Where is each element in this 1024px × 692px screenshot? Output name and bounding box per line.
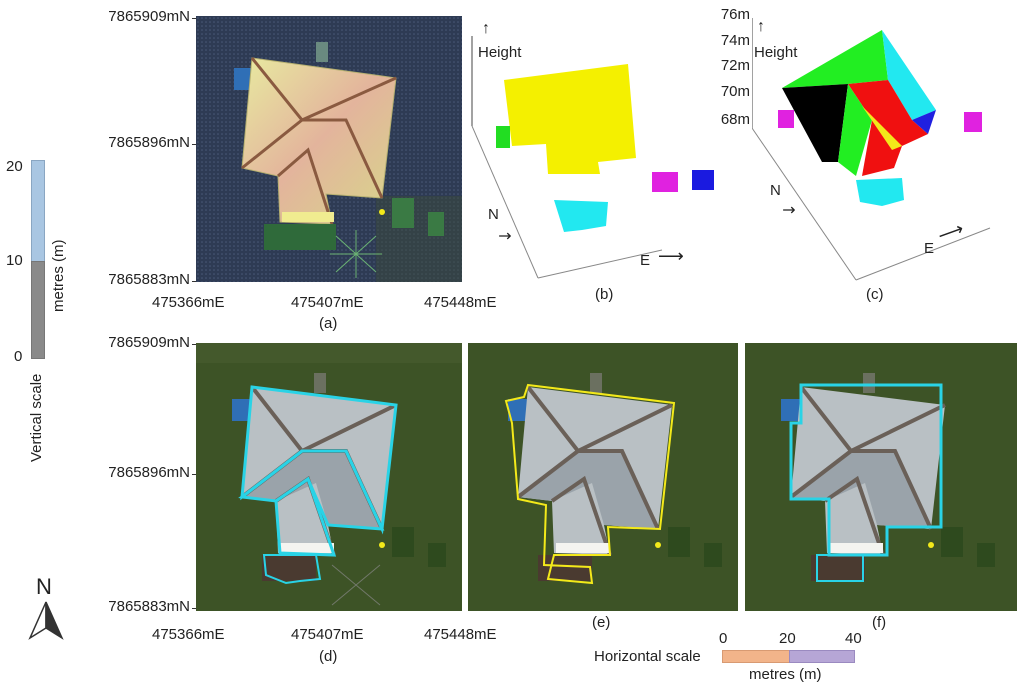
panel-c-tick-74: 74m bbox=[720, 32, 750, 49]
y-label-bottom-3: 7865883mN bbox=[108, 598, 190, 615]
horizontal-scale-tick-20: 20 bbox=[779, 630, 796, 647]
panel-label-c: (c) bbox=[866, 286, 884, 303]
panel-label-f: (f) bbox=[872, 614, 887, 631]
x-label-top-2: 475407mE bbox=[291, 294, 364, 311]
y-tick bbox=[192, 18, 197, 19]
panel-label-b: (b) bbox=[595, 286, 614, 303]
y-tick bbox=[192, 608, 197, 609]
y-label-top-1: 7865909mN bbox=[108, 8, 190, 25]
panel-c-north-label: N bbox=[770, 182, 781, 199]
panel-c-height-label: Height bbox=[754, 44, 798, 61]
y-tick bbox=[192, 344, 197, 345]
panel-c-height-arrow-icon: ↑ bbox=[757, 18, 765, 35]
panel-c-tick-70: 70m bbox=[720, 83, 750, 100]
vertical-scale-title: Vertical scale bbox=[28, 373, 45, 462]
panel-f-image bbox=[745, 343, 1017, 611]
horizontal-scale-tick-40: 40 bbox=[845, 630, 862, 647]
panel-c-tick-68: 68m bbox=[720, 111, 750, 128]
panel-d-image bbox=[196, 343, 462, 611]
panel-c-east-label: E bbox=[924, 240, 935, 257]
y-label-bottom-1: 7865909mN bbox=[108, 334, 190, 351]
panel-b-height-arrow-icon: ↑ bbox=[482, 20, 490, 37]
panel-b-points-right bbox=[654, 172, 678, 192]
north-arrow-icon bbox=[26, 600, 66, 640]
panel-b-height-label: Height bbox=[478, 44, 522, 61]
y-label-top-3: 7865883mN bbox=[108, 271, 190, 288]
panel-b-east-arrow-icon: ⟶ bbox=[658, 246, 684, 266]
y-tick bbox=[192, 281, 197, 282]
panel-c-tick-72: 72m bbox=[720, 57, 750, 74]
y-tick bbox=[192, 144, 197, 145]
horizontal-scale-right bbox=[789, 650, 855, 663]
horizontal-scale-unit: metres (m) bbox=[749, 666, 822, 683]
vertical-scale-lower bbox=[31, 261, 45, 359]
horizontal-scale-title: Horizontal scale bbox=[594, 648, 701, 665]
y-tick bbox=[192, 474, 197, 475]
x-label-bottom-1: 475366mE bbox=[152, 626, 225, 643]
vertical-scale-unit: metres (m) bbox=[50, 239, 67, 313]
x-label-top-1: 475366mE bbox=[152, 294, 225, 311]
horizontal-scale-left bbox=[722, 650, 790, 663]
x-label-top-3: 475448mE bbox=[424, 294, 497, 311]
vertical-scale-tick-0: 0 bbox=[14, 348, 23, 365]
x-label-bottom-2: 475407mE bbox=[291, 626, 364, 643]
y-label-top-2: 7865896mN bbox=[108, 134, 190, 151]
panel-label-e: (e) bbox=[592, 614, 611, 631]
y-label-bottom-2: 7865896mN bbox=[108, 464, 190, 481]
vertical-scale-tick-10: 10 bbox=[6, 252, 23, 269]
panel-c-plot bbox=[752, 10, 992, 284]
vertical-scale-tick-20: 20 bbox=[6, 158, 23, 175]
panel-label-a: (a) bbox=[319, 315, 338, 332]
panel-b-points-blue bbox=[692, 170, 714, 190]
north-label: N bbox=[36, 574, 52, 599]
panel-b-north-label: N bbox=[488, 206, 499, 223]
panel-b-east-label: E bbox=[640, 252, 651, 269]
panel-e-image bbox=[468, 343, 738, 611]
panel-a-image bbox=[196, 16, 462, 282]
x-label-bottom-3: 475448mE bbox=[424, 626, 497, 643]
vertical-scale-upper bbox=[31, 160, 45, 262]
panel-c-tick-76: 76m bbox=[720, 6, 750, 23]
horizontal-scale-tick-0: 0 bbox=[719, 630, 728, 647]
panel-label-d: (d) bbox=[319, 648, 338, 665]
